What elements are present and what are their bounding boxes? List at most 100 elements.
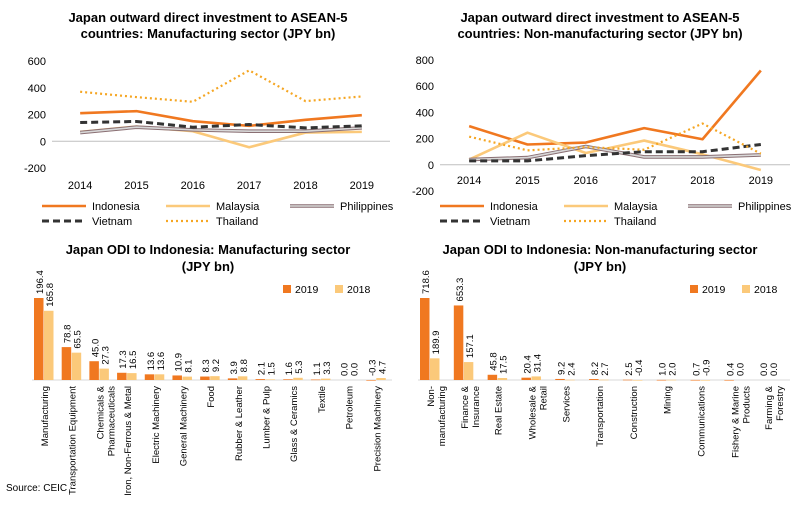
bar-2019 bbox=[690, 379, 701, 381]
x-tick-label: 2014 bbox=[68, 180, 92, 192]
bar-2018 bbox=[293, 377, 303, 380]
bar-2019 bbox=[61, 347, 72, 380]
data-label: 196.4 bbox=[35, 270, 46, 294]
data-label: 0.7 bbox=[692, 363, 703, 376]
data-label: 0.4 bbox=[725, 363, 736, 376]
legend-label: Thailand bbox=[216, 216, 258, 228]
x-tick-label: 2019 bbox=[350, 180, 374, 192]
chart-title: Japan ODI to Indonesia: Non-manufacturin… bbox=[443, 242, 758, 257]
bar-2018 bbox=[154, 374, 165, 380]
x-tick-label: 2017 bbox=[237, 180, 261, 192]
series-line-thailand bbox=[468, 122, 762, 155]
legend-label: 2019 bbox=[702, 284, 726, 296]
y-tick-label: 800 bbox=[416, 55, 434, 67]
x-tick-label: 2016 bbox=[574, 175, 598, 187]
legend-label: Malaysia bbox=[614, 201, 658, 213]
data-label: 2.5 bbox=[624, 362, 635, 375]
category-label: Forestry bbox=[775, 386, 786, 421]
category-label: Finance & bbox=[460, 385, 471, 428]
category-label: Products bbox=[741, 386, 752, 424]
y-tick-label: -200 bbox=[412, 186, 434, 198]
legend-label: Malaysia bbox=[216, 201, 260, 213]
data-label: 5.3 bbox=[294, 361, 305, 374]
bar-2019 bbox=[622, 379, 633, 381]
bar-2019 bbox=[283, 379, 293, 380]
data-label: 157.1 bbox=[465, 334, 476, 358]
data-label: 13.6 bbox=[146, 352, 157, 371]
category-label: Communications bbox=[697, 386, 708, 457]
category-label: General Machinery bbox=[178, 386, 189, 467]
category-label: Glass & Ceramics bbox=[289, 386, 300, 462]
data-label: 2.7 bbox=[600, 362, 611, 375]
bar-2018 bbox=[182, 376, 192, 380]
y-tick-label: 600 bbox=[416, 81, 434, 93]
bar-2019 bbox=[420, 298, 430, 380]
bar-2018 bbox=[430, 358, 440, 380]
y-tick-label: 0 bbox=[40, 136, 46, 148]
bar-2018 bbox=[531, 376, 541, 380]
y-tick-label: 600 bbox=[28, 56, 46, 68]
category-label: Wholesale & bbox=[527, 385, 538, 439]
data-label: 0.0 bbox=[769, 363, 780, 376]
x-tick-label: 2019 bbox=[749, 175, 773, 187]
data-label: 1.1 bbox=[312, 362, 323, 375]
data-label: 718.6 bbox=[421, 270, 432, 294]
bar-2019 bbox=[89, 361, 99, 380]
data-label: 8.2 bbox=[590, 362, 601, 375]
legend-label: Vietnam bbox=[490, 216, 530, 228]
y-tick-label: 400 bbox=[28, 83, 46, 95]
data-label: 2.1 bbox=[257, 362, 268, 375]
data-label: 17.3 bbox=[118, 350, 129, 369]
legend-label: Indonesia bbox=[490, 201, 539, 213]
x-tick-label: 2015 bbox=[515, 175, 539, 187]
data-label: -0.4 bbox=[634, 360, 645, 376]
data-label: 65.5 bbox=[73, 330, 84, 349]
chart-title: Japan ODI to Indonesia: Manufacturing se… bbox=[66, 242, 351, 257]
bar-2019 bbox=[144, 374, 155, 380]
data-label: 8.3 bbox=[201, 359, 212, 372]
data-label: 1.0 bbox=[658, 363, 669, 376]
legend-swatch-2018 bbox=[335, 285, 343, 293]
y-tick-label: 200 bbox=[28, 110, 46, 122]
data-label: 27.3 bbox=[100, 346, 111, 365]
category-label: Precision Machinery bbox=[372, 386, 383, 472]
category-label: Textile bbox=[317, 386, 328, 413]
bar-2018 bbox=[700, 380, 711, 381]
category-label: Electric Machinery bbox=[151, 386, 162, 464]
data-label: 8.8 bbox=[239, 359, 250, 372]
bar-2019 bbox=[589, 379, 599, 380]
x-tick-label: 2017 bbox=[632, 175, 656, 187]
category-label: Chemicals & bbox=[95, 385, 106, 439]
series-line-indonesia bbox=[80, 109, 362, 128]
category-label: Manufacturing bbox=[40, 386, 51, 446]
bar-2019 bbox=[453, 305, 464, 380]
data-label: 45.8 bbox=[489, 352, 500, 371]
category-label: Mining bbox=[663, 386, 674, 414]
bar-2019 bbox=[34, 298, 44, 380]
legend-swatch-2019 bbox=[283, 285, 291, 293]
data-label: 10.9 bbox=[173, 353, 184, 372]
bar-2019 bbox=[366, 380, 376, 381]
bar-2018 bbox=[463, 362, 474, 380]
data-label: 0.0 bbox=[735, 363, 746, 376]
chart-title: countries: Non-manufacturing sector (JPY… bbox=[457, 26, 742, 41]
bar-2018 bbox=[599, 379, 609, 381]
category-label: Transportation bbox=[595, 386, 606, 447]
category-label: Transportation Equipment bbox=[68, 386, 79, 495]
category-label: Services bbox=[561, 386, 572, 423]
bar-2019 bbox=[227, 378, 238, 380]
category-label: Retail bbox=[538, 386, 549, 410]
data-label: 0.0 bbox=[340, 363, 351, 376]
x-tick-label: 2015 bbox=[124, 180, 148, 192]
category-label: Construction bbox=[629, 386, 640, 439]
data-label: 78.8 bbox=[63, 325, 74, 344]
bar-2018 bbox=[565, 379, 575, 381]
data-label: 165.8 bbox=[45, 283, 56, 307]
data-label: -0.3 bbox=[367, 360, 378, 376]
bar-2019 bbox=[555, 378, 565, 380]
y-tick-label: -200 bbox=[24, 163, 46, 175]
data-label: 653.3 bbox=[455, 278, 466, 302]
bar-2019 bbox=[255, 379, 266, 380]
bar-2018 bbox=[265, 379, 276, 380]
category-label: Fishery & Marine bbox=[730, 386, 741, 458]
